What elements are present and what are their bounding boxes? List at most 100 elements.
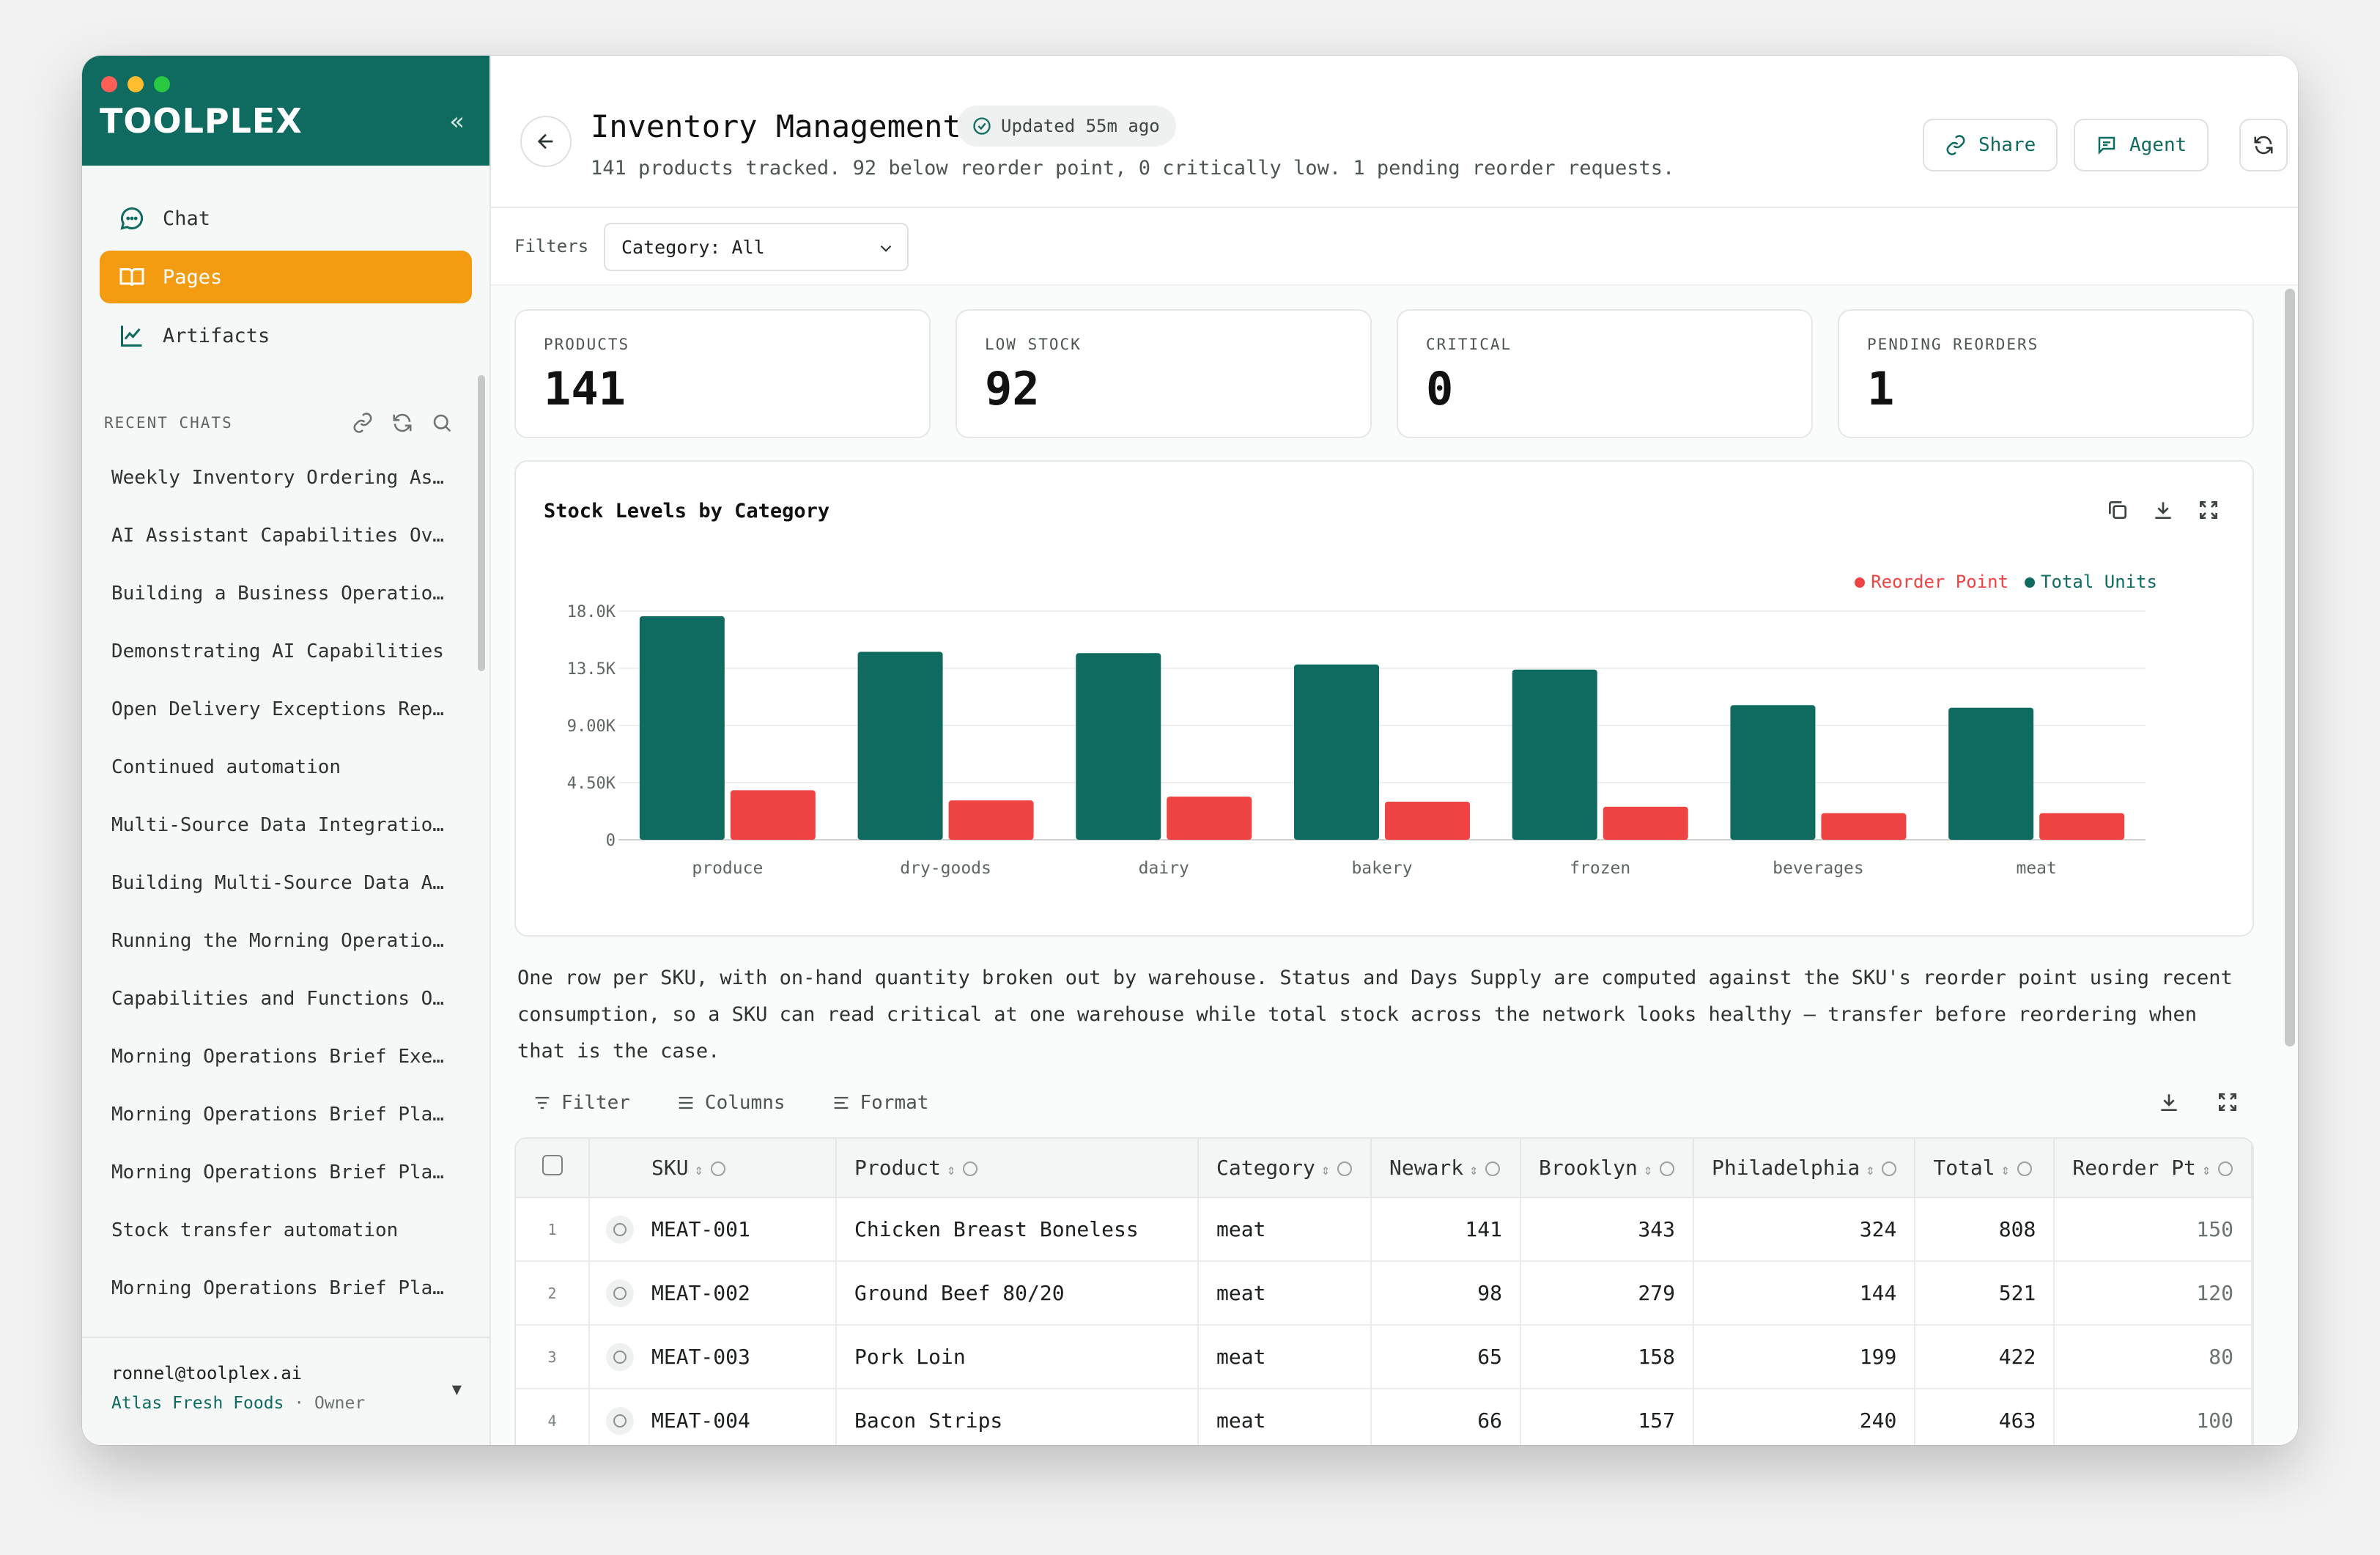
bar-dairy-reorder-point[interactable] bbox=[1167, 797, 1252, 840]
column-header-sku[interactable]: SKU ⇕ bbox=[634, 1139, 837, 1198]
column-header-category[interactable]: Category ⇕ bbox=[1198, 1139, 1372, 1198]
cell-sku[interactable]: MEAT-001 bbox=[634, 1197, 837, 1262]
cell-reorder-pt[interactable]: 150 bbox=[2054, 1197, 2252, 1262]
download-icon[interactable] bbox=[2151, 498, 2175, 522]
collapse-sidebar-icon[interactable]: « bbox=[449, 107, 465, 136]
bar-produce-total-units[interactable] bbox=[639, 616, 725, 840]
bar-meat-reorder-point[interactable] bbox=[2039, 813, 2125, 840]
recent-chat-item[interactable]: Continued automation bbox=[111, 756, 341, 778]
recent-chat-item[interactable]: Running the Morning Operatio… bbox=[111, 929, 444, 952]
search-icon[interactable] bbox=[431, 412, 453, 434]
caret-down-icon[interactable]: ▼ bbox=[451, 1381, 462, 1399]
expand-icon[interactable] bbox=[2216, 1090, 2239, 1114]
table-row[interactable]: 3 MEAT-003 Pork Loin meat 65 158 199 422 80 bbox=[516, 1325, 2252, 1389]
cell-brooklyn[interactable]: 343 bbox=[1520, 1197, 1694, 1262]
recent-chat-item[interactable]: AI Assistant Capabilities Ov… bbox=[111, 524, 444, 547]
agent-button[interactable]: Agent bbox=[2074, 119, 2209, 171]
row-info-button[interactable] bbox=[589, 1325, 634, 1389]
recent-chat-item[interactable]: Capabilities and Functions O… bbox=[111, 987, 444, 1010]
copy-icon[interactable] bbox=[2106, 498, 2129, 522]
download-icon[interactable] bbox=[2157, 1090, 2181, 1114]
recent-chat-item[interactable]: Morning Operations Brief Pla… bbox=[111, 1103, 444, 1126]
cell-reorder-pt[interactable]: 100 bbox=[2054, 1389, 2252, 1445]
bar-beverages-reorder-point[interactable] bbox=[1821, 813, 1907, 840]
zoom-window-button[interactable] bbox=[154, 76, 170, 92]
cell-category[interactable]: meat bbox=[1198, 1389, 1372, 1445]
bar-produce-reorder-point[interactable] bbox=[730, 790, 816, 840]
cell-total[interactable]: 422 bbox=[1915, 1325, 2055, 1389]
refresh-button[interactable] bbox=[2239, 119, 2288, 171]
cell-brooklyn[interactable]: 158 bbox=[1520, 1325, 1694, 1389]
column-header-brooklyn[interactable]: Brooklyn ⇕ bbox=[1520, 1139, 1694, 1198]
format-button[interactable]: Format bbox=[831, 1092, 928, 1114]
category-select[interactable]: Category: All bbox=[604, 223, 909, 271]
table-row[interactable]: 1 MEAT-001 Chicken Breast Boneless meat 141 3… bbox=[516, 1197, 2252, 1262]
cell-product[interactable]: Ground Beef 80/20 bbox=[836, 1261, 1199, 1326]
cell-total[interactable]: 521 bbox=[1915, 1261, 2055, 1326]
link-icon[interactable] bbox=[352, 412, 374, 434]
cell-newark[interactable]: 141 bbox=[1371, 1197, 1521, 1262]
cell-sku[interactable]: MEAT-003 bbox=[634, 1325, 837, 1389]
back-button[interactable] bbox=[520, 116, 572, 167]
recent-chat-item[interactable]: Morning Operations Brief Pla… bbox=[111, 1317, 489, 1321]
recent-chat-item[interactable]: Multi-Source Data Integratio… bbox=[111, 813, 444, 836]
cell-total[interactable]: 808 bbox=[1915, 1197, 2055, 1262]
cell-product[interactable]: Pork Loin bbox=[836, 1325, 1199, 1389]
cell-reorder-pt[interactable]: 120 bbox=[2054, 1261, 2252, 1326]
cell-newark[interactable]: 98 bbox=[1371, 1261, 1521, 1326]
row-info-button[interactable] bbox=[589, 1389, 634, 1445]
cell-total[interactable]: 463 bbox=[1915, 1389, 2055, 1445]
recent-chat-item[interactable]: Open Delivery Exceptions Rep… bbox=[111, 698, 444, 720]
select-all-checkbox[interactable] bbox=[542, 1155, 563, 1175]
table-row[interactable]: 2 MEAT-002 Ground Beef 80/20 meat 98 279 144 52… bbox=[516, 1261, 2252, 1326]
bar-dry-goods-total-units[interactable] bbox=[857, 651, 943, 840]
legend-item-reorder-point[interactable]: Reorder Point bbox=[1855, 572, 2008, 592]
recent-chat-item[interactable]: Weekly Inventory Ordering As… bbox=[111, 466, 444, 489]
expand-icon[interactable] bbox=[2197, 498, 2220, 522]
minimize-window-button[interactable] bbox=[128, 76, 144, 92]
row-info-button[interactable] bbox=[589, 1261, 634, 1326]
bar-bakery-total-units[interactable] bbox=[1294, 664, 1379, 840]
recent-chat-item[interactable]: Morning Operations Brief Exe… bbox=[111, 1045, 444, 1068]
cell-sku[interactable]: MEAT-002 bbox=[634, 1261, 837, 1326]
cell-product[interactable]: Chicken Breast Boneless bbox=[836, 1197, 1199, 1262]
sidebar-item-pages[interactable]: Pages bbox=[100, 251, 472, 303]
cell-philadelphia[interactable]: 240 bbox=[1693, 1389, 1916, 1445]
recent-chat-item[interactable]: Morning Operations Brief Pla… bbox=[111, 1161, 444, 1183]
column-header-newark[interactable]: Newark ⇕ bbox=[1371, 1139, 1521, 1198]
cell-brooklyn[interactable]: 157 bbox=[1520, 1389, 1694, 1445]
main-scrollbar[interactable] bbox=[2285, 289, 2295, 1046]
cell-sku[interactable]: MEAT-004 bbox=[634, 1389, 837, 1445]
sidebar-item-artifacts[interactable]: Artifacts bbox=[100, 309, 472, 362]
filter-button[interactable]: Filter bbox=[532, 1092, 630, 1114]
cell-product[interactable]: Bacon Strips bbox=[836, 1389, 1199, 1445]
recent-chat-item[interactable]: Stock transfer automation bbox=[111, 1219, 399, 1241]
cell-newark[interactable]: 66 bbox=[1371, 1389, 1521, 1445]
bar-dry-goods-reorder-point[interactable] bbox=[948, 800, 1034, 840]
recent-chat-item[interactable]: Demonstrating AI Capabilities bbox=[111, 640, 444, 662]
row-info-button[interactable] bbox=[589, 1197, 634, 1262]
sidebar-scrollbar[interactable] bbox=[478, 375, 485, 671]
column-header-reorder-pt[interactable]: Reorder Pt ⇕ bbox=[2054, 1139, 2252, 1198]
cell-reorder-pt[interactable]: 80 bbox=[2054, 1325, 2252, 1389]
bar-frozen-total-units[interactable] bbox=[1512, 669, 1597, 840]
cell-newark[interactable]: 65 bbox=[1371, 1325, 1521, 1389]
cell-category[interactable]: meat bbox=[1198, 1325, 1372, 1389]
refresh-icon[interactable] bbox=[391, 412, 413, 434]
account-panel[interactable]: ronnel@toolplex.ai Atlas Fresh Foods · O… bbox=[82, 1337, 489, 1445]
column-header-philadelphia[interactable]: Philadelphia ⇕ bbox=[1693, 1139, 1916, 1198]
bar-frozen-reorder-point[interactable] bbox=[1603, 806, 1688, 840]
columns-button[interactable]: Columns bbox=[676, 1092, 786, 1114]
column-header-product[interactable]: Product ⇕ bbox=[836, 1139, 1199, 1198]
column-header-total[interactable]: Total ⇕ bbox=[1915, 1139, 2055, 1198]
cell-brooklyn[interactable]: 279 bbox=[1520, 1261, 1694, 1326]
cell-category[interactable]: meat bbox=[1198, 1261, 1372, 1326]
recent-chat-item[interactable]: Building a Business Operatio… bbox=[111, 582, 444, 605]
share-button[interactable]: Share bbox=[1923, 119, 2058, 171]
legend-item-total-units[interactable]: Total Units bbox=[2025, 572, 2157, 592]
bar-dairy-total-units[interactable] bbox=[1076, 653, 1161, 840]
bar-bakery-reorder-point[interactable] bbox=[1385, 802, 1470, 840]
recent-chat-item[interactable]: Building Multi-Source Data A… bbox=[111, 871, 444, 894]
sidebar-item-chat[interactable]: Chat bbox=[100, 192, 472, 245]
close-window-button[interactable] bbox=[101, 76, 117, 92]
